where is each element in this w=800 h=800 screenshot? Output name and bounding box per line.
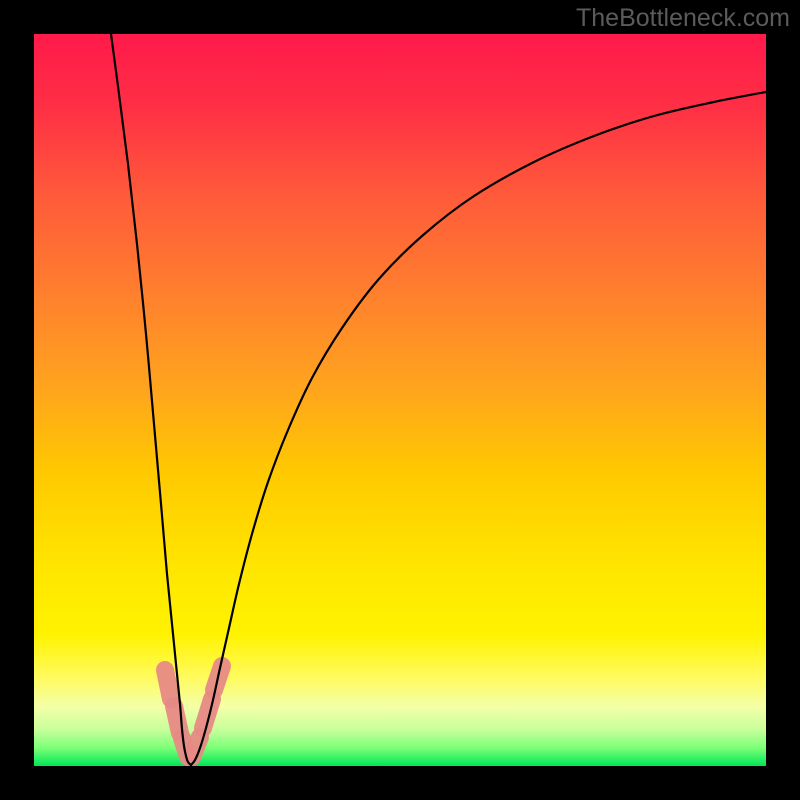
chart-canvas: TheBottleneck.com — [0, 0, 800, 800]
curve-right — [191, 92, 766, 765]
marker-group — [165, 666, 222, 757]
curve-left — [111, 34, 191, 765]
frame-right — [766, 0, 800, 800]
curve-layer — [34, 34, 766, 766]
plot-area — [34, 34, 766, 766]
marker-capsule — [165, 670, 171, 699]
frame-bottom — [0, 766, 800, 800]
marker-capsule — [174, 706, 180, 733]
watermark-text: TheBottleneck.com — [576, 4, 790, 33]
frame-left — [0, 0, 34, 800]
